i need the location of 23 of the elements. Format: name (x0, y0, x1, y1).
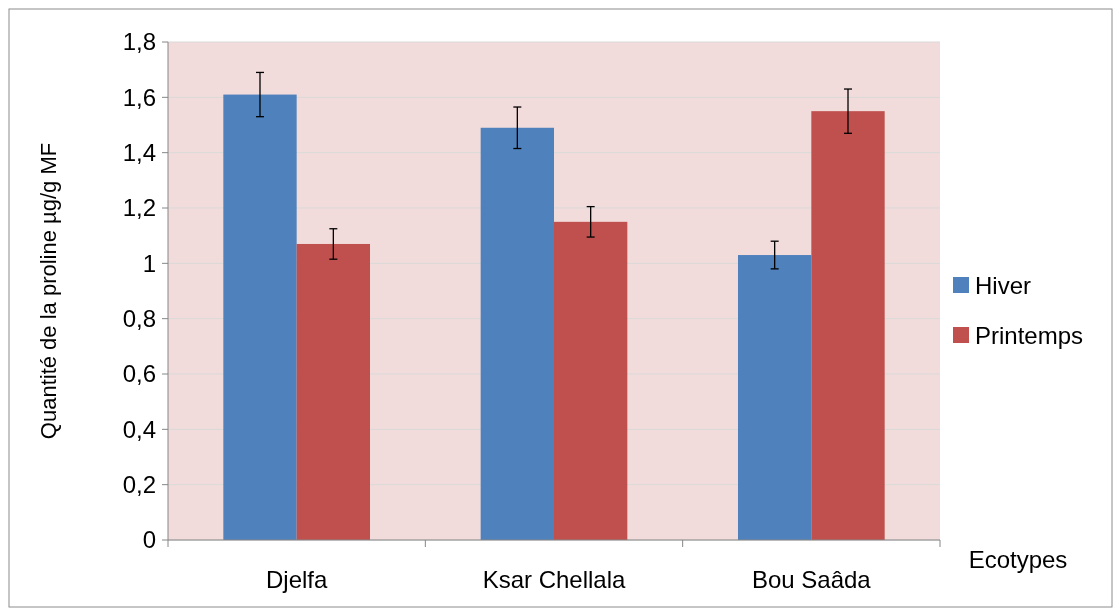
bar (811, 111, 885, 540)
bar (480, 127, 554, 540)
bar (554, 221, 628, 540)
legend-label: Printemps (975, 322, 1084, 350)
y-tick-label: 1,8 (122, 28, 156, 56)
x-tick-label: Bou Saâda (751, 566, 872, 593)
bar (296, 243, 371, 540)
y-tick-label: 0,8 (122, 305, 156, 333)
x-tick-label: Djelfa (265, 566, 328, 593)
y-tick-label: 1 (142, 249, 156, 277)
y-tick-label: 0,6 (122, 360, 156, 388)
y-tick-label: 0,2 (122, 471, 156, 499)
y-tick-label: 0,4 (122, 415, 156, 443)
bar (223, 94, 297, 540)
legend-label: Hiver (975, 272, 1032, 300)
y-tick-label: 1,4 (122, 139, 156, 167)
y-tick-label: 1,6 (122, 83, 156, 111)
y-tick-label: 0 (142, 526, 156, 554)
y-axis-title: Quantité de la proline µg/g MF (36, 142, 61, 440)
y-tick-label: 1,2 (122, 194, 156, 222)
bar (737, 255, 812, 540)
x-tick-label: Ksar Chellala (482, 566, 627, 593)
x-axis-title: Ecotypes (968, 546, 1068, 573)
